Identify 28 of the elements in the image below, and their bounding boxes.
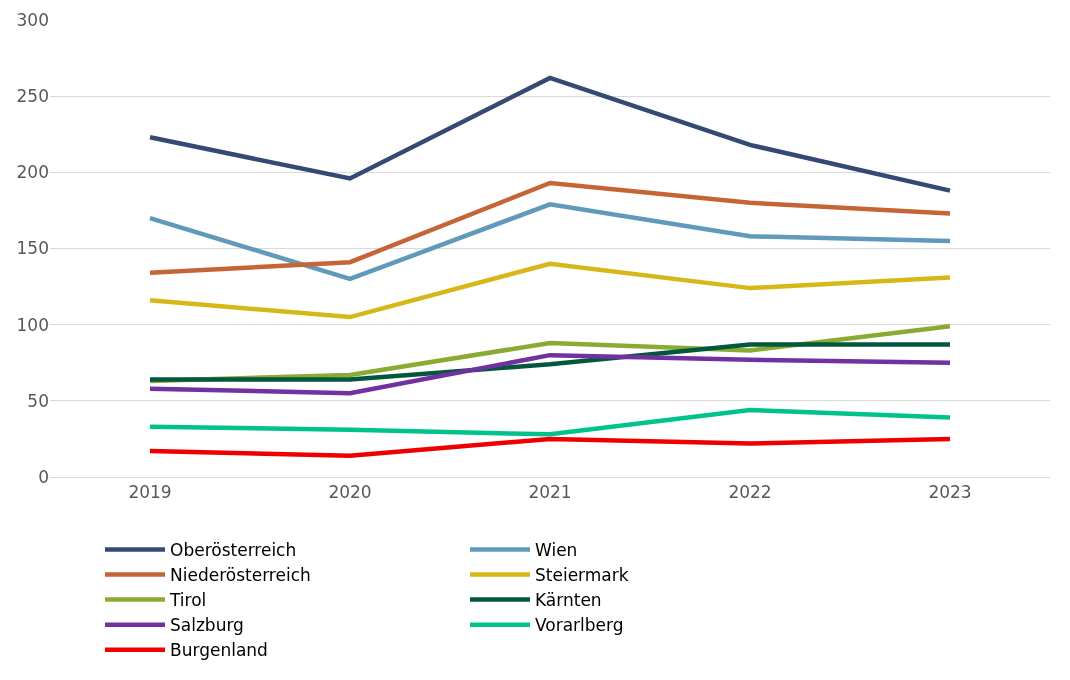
x-tick-label: 2019 [128,482,172,503]
legend-label: Vorarlberg [535,615,624,636]
line-series [147,407,953,437]
y-tick-label: 300 [16,9,49,30]
y-tick-label: 50 [27,390,49,411]
line-series [147,352,953,396]
x-tick-label: 2021 [528,482,572,503]
legend-label: Tirol [169,590,207,611]
y-tick-label: 250 [16,86,49,107]
legend-label: Salzburg [170,615,244,636]
y-tick-label: 100 [16,314,49,335]
line-series [147,436,953,458]
x-tick-label: 2022 [728,482,772,503]
line-series [147,202,953,282]
legend-label: Burgenland [170,640,268,661]
legend-label: Steiermark [535,565,629,586]
x-tick-label: 2023 [928,482,972,503]
y-tick-label: 150 [16,238,49,259]
line-series [147,180,953,276]
legend-label: Wien [535,540,578,561]
y-tick-label: 200 [16,162,49,183]
line-series [147,75,953,193]
y-tick-label: 0 [38,466,49,487]
legend-label: Kärnten [535,590,602,611]
legend-label: Oberösterreich [170,540,297,561]
legend-label: Niederösterreich [170,565,311,586]
x-tick-label: 2020 [328,482,372,503]
line-series [147,261,953,320]
